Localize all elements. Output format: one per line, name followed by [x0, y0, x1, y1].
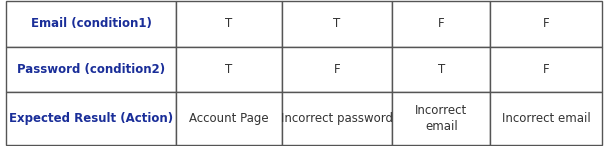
Text: Password (condition2): Password (condition2): [17, 63, 165, 76]
Text: Account Page: Account Page: [189, 112, 269, 125]
Text: T: T: [226, 18, 232, 31]
Bar: [176, 1, 282, 47]
Text: F: F: [334, 63, 340, 76]
Bar: [176, 92, 282, 145]
Bar: [392, 92, 491, 145]
Bar: [6, 1, 176, 47]
Text: T: T: [438, 63, 445, 76]
Bar: [6, 47, 176, 92]
Bar: [392, 1, 491, 47]
Text: T: T: [226, 63, 232, 76]
Text: Expected Result (Action): Expected Result (Action): [9, 112, 173, 125]
Bar: [392, 47, 491, 92]
Text: F: F: [543, 18, 550, 31]
Text: Email (condition1): Email (condition1): [30, 18, 151, 31]
Bar: [491, 47, 602, 92]
Bar: [491, 1, 602, 47]
Text: F: F: [438, 18, 444, 31]
Text: Incorrect email: Incorrect email: [502, 112, 590, 125]
Bar: [282, 47, 392, 92]
Bar: [282, 1, 392, 47]
Bar: [6, 92, 176, 145]
Text: Incorrect password: Incorrect password: [281, 112, 393, 125]
Text: T: T: [333, 18, 340, 31]
Text: Incorrect
email: Incorrect email: [415, 104, 468, 133]
Bar: [491, 92, 602, 145]
Bar: [176, 47, 282, 92]
Text: F: F: [543, 63, 550, 76]
Bar: [282, 92, 392, 145]
